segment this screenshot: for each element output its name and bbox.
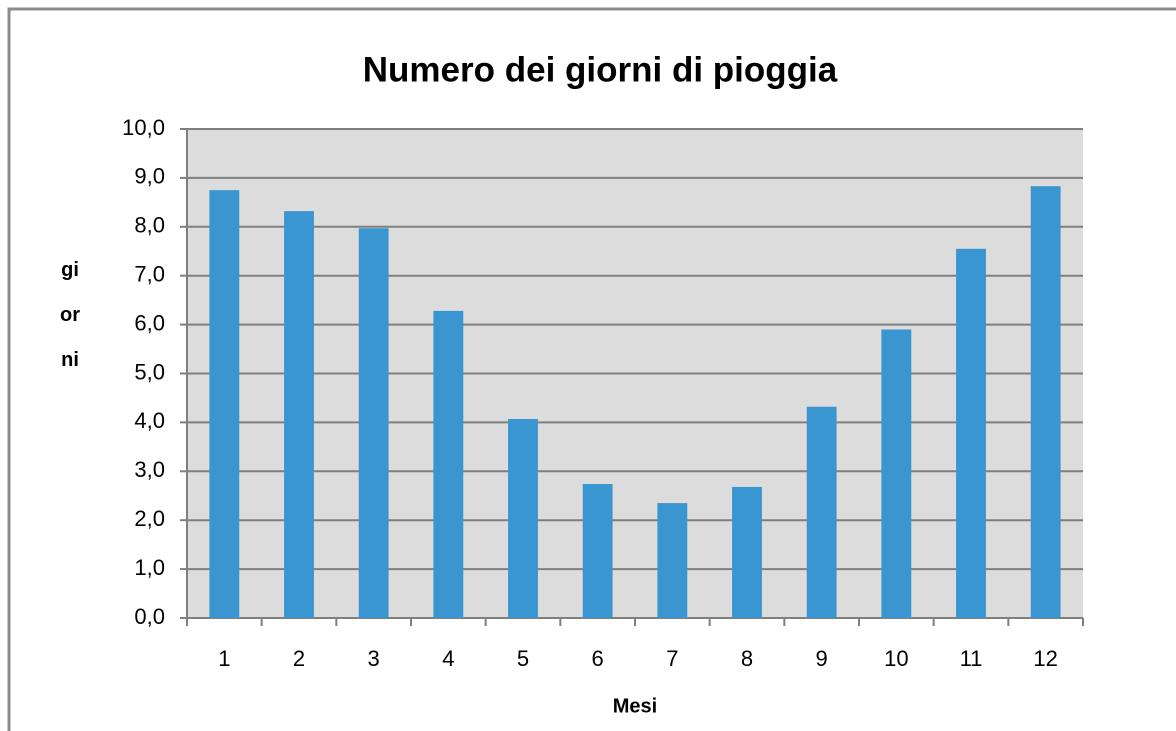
bar bbox=[1030, 186, 1061, 618]
x-tick-label: 4 bbox=[442, 646, 454, 671]
x-tick-label: 6 bbox=[592, 646, 604, 671]
x-tick-label: 1 bbox=[218, 646, 230, 671]
y-tick-label: 7,0 bbox=[134, 262, 165, 287]
bar bbox=[433, 310, 464, 618]
x-tick-label: 5 bbox=[517, 646, 529, 671]
y-tick-label: 6,0 bbox=[134, 310, 165, 335]
y-tick-label: 0,0 bbox=[134, 604, 165, 629]
y-tick-label: 3,0 bbox=[134, 457, 165, 482]
x-tick-label: 12 bbox=[1033, 646, 1057, 671]
bar bbox=[582, 484, 613, 618]
y-tick-label: 9,0 bbox=[134, 164, 165, 189]
x-tick-label: 9 bbox=[816, 646, 828, 671]
y-tick-label: 5,0 bbox=[134, 359, 165, 384]
y-tick-label: 1,0 bbox=[134, 555, 165, 580]
y-tick-label: 4,0 bbox=[134, 408, 165, 433]
bar bbox=[657, 503, 688, 618]
bar bbox=[806, 406, 837, 618]
x-axis-label: Mesi bbox=[613, 695, 657, 717]
bar bbox=[508, 418, 538, 618]
y-tick-label: 10,0 bbox=[122, 115, 165, 140]
y-axis-label: giorni bbox=[60, 259, 80, 371]
y-tick-label: 2,0 bbox=[134, 506, 165, 531]
bar bbox=[881, 329, 912, 618]
bar bbox=[956, 248, 986, 618]
y-tick-label: 8,0 bbox=[134, 213, 165, 238]
x-tick-label: 7 bbox=[666, 646, 678, 671]
x-tick-label: 10 bbox=[884, 646, 908, 671]
x-tick-label: 3 bbox=[368, 646, 380, 671]
x-tick-label: 2 bbox=[293, 646, 305, 671]
bar bbox=[358, 228, 389, 618]
x-tick-label: 11 bbox=[960, 646, 983, 671]
chart-title: Numero dei giorni di pioggia bbox=[363, 50, 838, 89]
x-tick-label: 8 bbox=[741, 646, 753, 671]
bar bbox=[209, 190, 240, 618]
bar bbox=[732, 486, 762, 618]
bar bbox=[284, 211, 314, 619]
